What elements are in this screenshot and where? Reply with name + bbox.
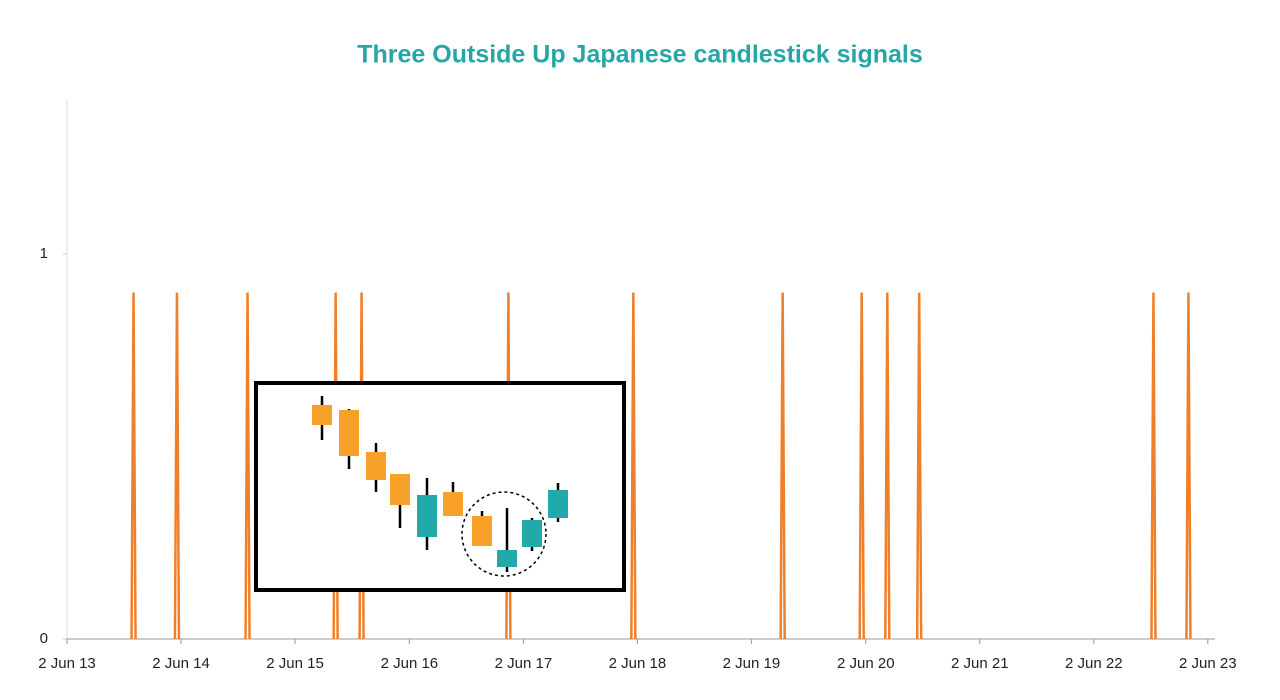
signal-spike xyxy=(1150,292,1157,640)
y-tick-label: 1 xyxy=(40,245,48,262)
x-tick-label: 2 Jun 18 xyxy=(609,655,667,672)
x-tick-label: 2 Jun 19 xyxy=(723,655,781,672)
signal-spike xyxy=(244,292,251,640)
signal-spike xyxy=(630,292,637,640)
x-tick-label: 2 Jun 22 xyxy=(1065,655,1123,672)
chart-title: Three Outside Up Japanese candlestick si… xyxy=(357,41,923,69)
x-tick-label: 2 Jun 13 xyxy=(38,655,96,672)
x-tick-label: 2 Jun 23 xyxy=(1179,655,1237,672)
x-tick-label: 2 Jun 16 xyxy=(381,655,439,672)
y-tick-label: 0 xyxy=(40,630,48,647)
x-tick-label: 2 Jun 17 xyxy=(495,655,553,672)
signal-spike xyxy=(779,292,786,640)
signal-spike xyxy=(173,292,181,640)
x-tick-label: 2 Jun 21 xyxy=(951,655,1009,672)
signal-spike xyxy=(884,292,891,640)
x-tick-label: 2 Jun 14 xyxy=(152,655,210,672)
signal-spike xyxy=(130,292,137,640)
signal-spike xyxy=(1185,292,1192,640)
x-tick-label: 2 Jun 20 xyxy=(837,655,895,672)
signal-spike xyxy=(915,292,923,640)
signal-spike xyxy=(858,292,865,640)
candlestick-illustration xyxy=(254,381,626,592)
x-tick-label: 2 Jun 15 xyxy=(266,655,324,672)
